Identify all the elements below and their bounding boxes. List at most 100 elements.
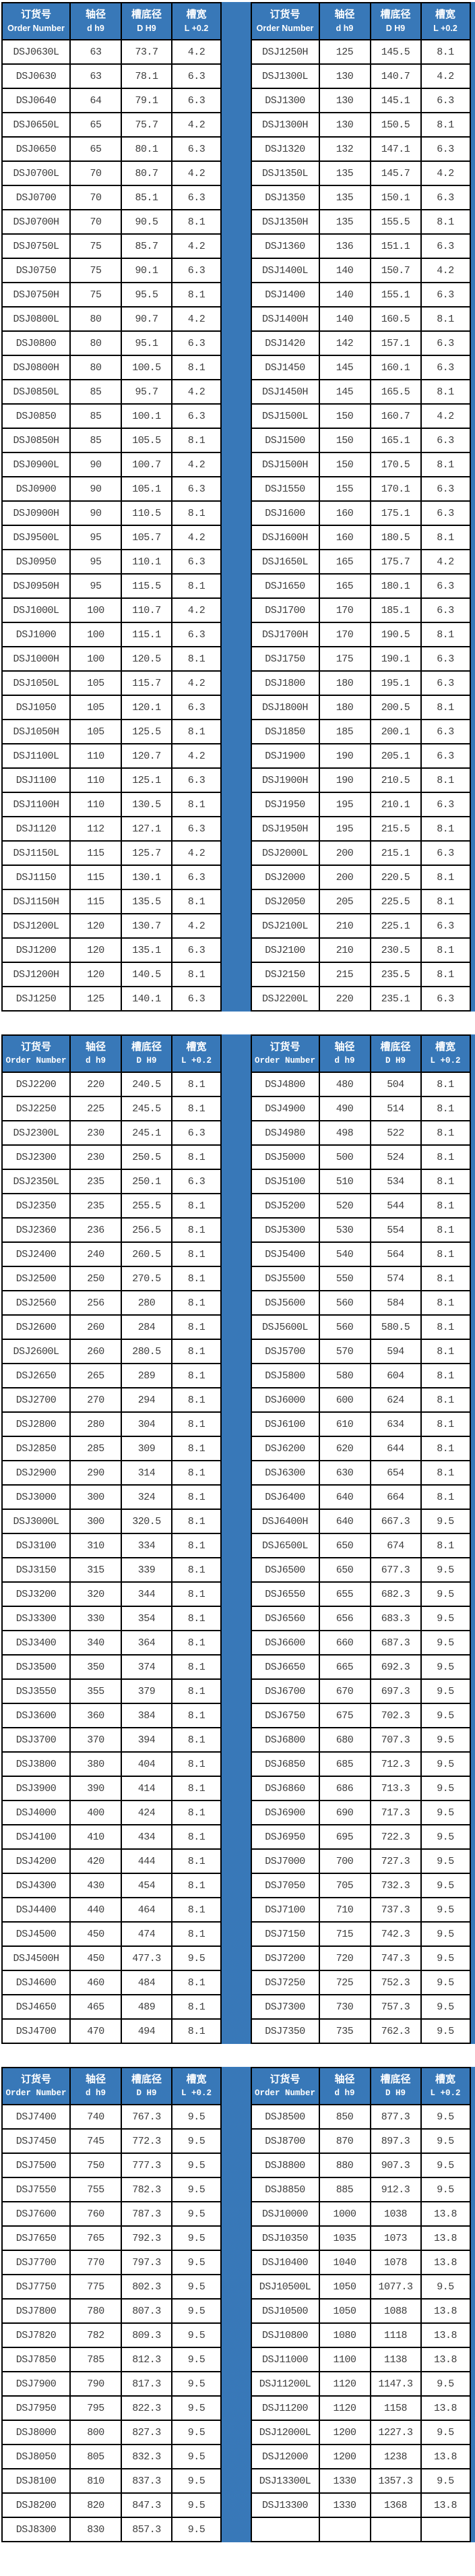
value-cell: 767.3	[121, 2104, 172, 2130]
order-number-cell: DSJ9500L	[1, 525, 71, 550]
value-cell: 4.2	[171, 379, 222, 405]
order-number-cell: DSJ6950	[250, 1824, 320, 1850]
value-cell: 8.1	[171, 1606, 222, 1631]
table-row: DSJ2600L 260 280.5 8.1	[1, 1339, 222, 1364]
value-cell: 9.5	[171, 2225, 222, 2251]
value-cell: 142	[318, 330, 371, 356]
value-cell: 760	[69, 2201, 122, 2227]
order-number-cell: DSJ2250	[1, 1096, 71, 1121]
value-cell: 685	[318, 1751, 371, 1777]
order-number-cell: DSJ0650	[1, 136, 71, 162]
table-row: DSJ7100 710 737.3 9.5	[250, 1897, 471, 1923]
table-row: DSJ1700 170 185.1 6.3	[250, 597, 471, 623]
order-number-label-zh: 订货号	[270, 1041, 300, 1053]
order-number-cell: DSJ7050	[250, 1873, 320, 1898]
order-number-cell: DSJ5200	[250, 1193, 320, 1219]
order-number-cell: DSJ2560	[1, 1290, 71, 1316]
value-cell: 8.1	[171, 1436, 222, 1461]
value-cell: 8.1	[420, 1436, 471, 1461]
order-number-cell: DSJ7700	[1, 2250, 71, 2275]
table-row: DSJ2200 220 240.5 8.1	[1, 1072, 222, 1097]
value-cell: 235	[69, 1193, 122, 1219]
order-number-cell: DSJ1100H	[1, 792, 71, 817]
value-cell: 150.5	[369, 112, 422, 138]
value-cell: 9.5	[171, 2153, 222, 2178]
groove-bottom-diameter-label-en: D H9	[136, 1056, 157, 1065]
order-number-cell: DSJ8700	[250, 2128, 320, 2154]
value-cell: 13.8	[420, 2444, 471, 2469]
order-number-cell: DSJ1350H	[250, 209, 320, 235]
value-cell: 260	[69, 1339, 122, 1364]
value-cell: 624	[369, 1387, 422, 1413]
value-cell: 757.3	[369, 1994, 422, 2020]
order-number-cell: DSJ4000	[1, 1800, 71, 1825]
value-cell: 330	[69, 1606, 122, 1631]
value-cell: 1080	[318, 2322, 371, 2348]
order-number-cell: DSJ2200L	[250, 986, 320, 1012]
table-row: DSJ7500 750 777.3 9.5	[1, 2153, 222, 2178]
value-cell: 225.1	[369, 913, 422, 939]
table-row: DSJ1550 155 170.1 6.3	[250, 476, 471, 502]
value-cell: 4.2	[420, 63, 471, 89]
value-cell: 692.3	[369, 1654, 422, 1680]
table-row: DSJ1950H 195 215.5 8.1	[250, 816, 471, 842]
table-row: DSJ3700 370 394 8.1	[1, 1727, 222, 1753]
table-row: DSJ10350 1035 1073 13.8	[250, 2225, 471, 2251]
value-cell: 850	[318, 2104, 371, 2130]
table-row: DSJ2050 205 225.5 8.1	[250, 889, 471, 914]
value-cell: 805	[69, 2444, 122, 2469]
value-cell: 6.3	[420, 913, 471, 939]
order-number-cell: DSJ7300	[250, 1994, 320, 2020]
groove-bottom-diameter-label-zh: 槽底径	[380, 1041, 411, 1053]
value-cell: 820	[69, 2492, 122, 2518]
value-cell: 8.1	[171, 1897, 222, 1923]
value-cell: 655	[318, 1581, 371, 1607]
order-number-cell: DSJ13300L	[250, 2468, 320, 2494]
value-cell: 136	[318, 233, 371, 259]
value-cell: 6.3	[171, 816, 222, 842]
table-row: DSJ1200H 120 140.5 8.1	[1, 962, 222, 987]
value-cell: 150	[318, 403, 371, 429]
table-row: DSJ13300L 1330 1357.3 9.5	[250, 2468, 471, 2494]
value-cell: 1120	[318, 2371, 371, 2397]
order-number-cell: DSJ1300	[250, 88, 320, 113]
value-cell: 280	[69, 1411, 122, 1437]
value-cell: 151.1	[369, 233, 422, 259]
order-number-label-zh: 订货号	[20, 9, 51, 20]
order-number-cell: DSJ2350	[1, 1193, 71, 1219]
header-row: 订货号 Order Number 轴径 d h9 槽底径 D H9 槽宽 L +…	[250, 2, 471, 40]
value-cell: 1088	[369, 2298, 422, 2324]
order-number-cell: DSJ1200L	[1, 913, 71, 939]
value-cell: 379	[121, 1678, 172, 1704]
value-cell: 230	[69, 1120, 122, 1146]
table-row: DSJ3800 380 404 8.1	[1, 1751, 222, 1777]
value-cell: 404	[121, 1751, 172, 1777]
shaft-diameter-label-en: d h9	[87, 24, 104, 33]
value-cell: 8.1	[171, 1873, 222, 1898]
order-number-cell: DSJ8100	[1, 2468, 71, 2494]
value-cell: 9.5	[420, 1824, 471, 1850]
value-cell: 1158	[369, 2395, 422, 2421]
value-cell: 465	[69, 1994, 122, 2020]
value-cell: 310	[69, 1533, 122, 1558]
value-cell: 8.1	[171, 1266, 222, 1291]
table-row: DSJ0950H 95 115.5 8.1	[1, 573, 222, 599]
value-cell: 85	[69, 379, 122, 405]
value-cell: 9.5	[420, 1897, 471, 1923]
table-row: DSJ5700 570 594 8.1	[250, 1339, 471, 1364]
value-cell: 135	[318, 185, 371, 210]
value-cell: 8.1	[171, 1800, 222, 1825]
table-row: DSJ1320 132 147.1 6.3	[250, 136, 471, 162]
table-row: DSJ2850 285 309 8.1	[1, 1436, 222, 1461]
value-cell: 110	[69, 767, 122, 793]
value-cell: 654	[369, 1460, 422, 1486]
order-number-cell: DSJ1750	[250, 646, 320, 672]
value-cell: 717.3	[369, 1800, 422, 1825]
value-cell: 1050	[318, 2298, 371, 2324]
value-cell: 125	[318, 39, 371, 65]
value-cell: 480	[318, 1072, 371, 1097]
value-cell: 85	[69, 403, 122, 429]
value-cell: 630	[318, 1460, 371, 1486]
value-cell: 450	[69, 1921, 122, 1947]
value-cell: 8.1	[171, 355, 222, 380]
